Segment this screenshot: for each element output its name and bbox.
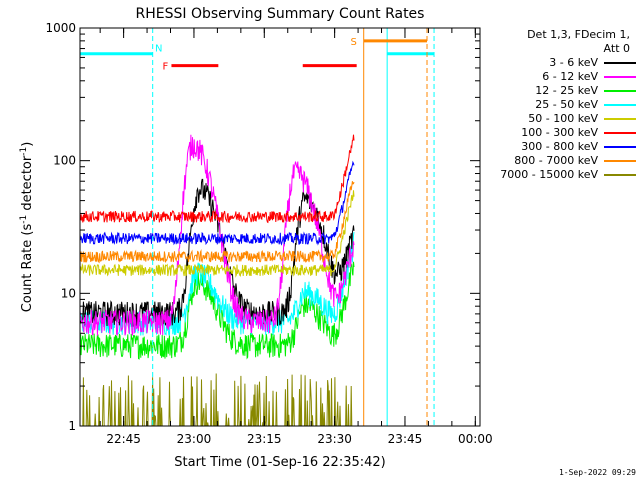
series-line-green xyxy=(79,261,355,360)
legend-item-yellow: 50 - 100 keV xyxy=(484,112,636,126)
legend-item-label: 3 - 6 keV xyxy=(549,56,598,69)
legend: Det 1,3, FDecim 1, Att 0 3 - 6 keV 6 - 12… xyxy=(484,28,636,182)
x-tick-label: 23:45 xyxy=(388,432,423,446)
x-axis-label: Start Time (01-Sep-16 22:35:42) xyxy=(174,455,385,470)
flare-label: F xyxy=(163,62,169,73)
legend-header-line1: Det 1,3, FDecim 1, xyxy=(527,28,630,41)
plot-frame xyxy=(79,27,481,427)
legend-item-label: 300 - 800 keV xyxy=(521,140,598,153)
legend-header-line2: Att 0 xyxy=(603,42,630,55)
series-line-cyan xyxy=(79,232,355,336)
legend-item-olive: 7000 - 15000 keV xyxy=(484,168,636,182)
series-layer xyxy=(79,134,355,428)
y-tick-label: 10 xyxy=(61,286,76,300)
legend-item-black: 3 - 6 keV xyxy=(484,56,636,70)
legend-item-label: 50 - 100 keV xyxy=(528,112,598,125)
x-tick-label: 22:45 xyxy=(106,432,141,446)
legend-swatch xyxy=(604,160,636,162)
x-tick-label: 23:15 xyxy=(247,432,282,446)
legend-item-green: 12 - 25 keV xyxy=(484,84,636,98)
legend-item-label: 100 - 300 keV xyxy=(521,126,598,139)
series-line-yellow xyxy=(79,190,355,278)
y-tick-label: 1000 xyxy=(45,21,76,35)
y-tick-label: 1 xyxy=(68,419,76,433)
y-axis-label: Count Rate (s-1 detector-1) xyxy=(19,142,35,313)
legend-item-label: 6 - 12 keV xyxy=(542,70,598,83)
night-label: N xyxy=(155,44,162,55)
legend-item-label: 25 - 50 keV xyxy=(535,98,598,111)
series-line-olive xyxy=(80,373,354,428)
y-tick-label: 100 xyxy=(53,154,76,168)
timestamp: 1-Sep-2022 09:29 xyxy=(558,468,636,477)
legend-item-magenta: 6 - 12 keV xyxy=(484,70,636,84)
series-line-magenta xyxy=(79,134,355,336)
annotation-layer: NF S xyxy=(79,28,435,426)
legend-swatch xyxy=(604,118,636,120)
legend-item-orange: 800 - 7000 keV xyxy=(484,154,636,168)
legend-swatch xyxy=(604,104,636,106)
series-line-blue xyxy=(79,160,355,246)
legend-item-cyan: 25 - 50 keV xyxy=(484,98,636,112)
legend-swatch xyxy=(604,132,636,134)
legend-swatch xyxy=(604,90,636,92)
legend-swatch xyxy=(604,76,636,78)
x-tick-label: 23:00 xyxy=(177,432,212,446)
legend-item-label: 12 - 25 keV xyxy=(535,84,598,97)
legend-item-label: 800 - 7000 keV xyxy=(514,154,598,167)
legend-item-blue: 300 - 800 keV xyxy=(484,140,636,154)
x-tick-label: 00:00 xyxy=(458,432,493,446)
legend-swatch xyxy=(604,174,636,176)
legend-item-label: 7000 - 15000 keV xyxy=(500,168,598,181)
series-line-red xyxy=(79,134,355,224)
legend-swatch xyxy=(604,62,636,64)
chart-title: RHESSI Observing Summary Count Rates xyxy=(136,6,425,22)
x-tick-label: 23:30 xyxy=(317,432,352,446)
legend-item-red: 100 - 300 keV xyxy=(484,126,636,140)
legend-swatch xyxy=(604,146,636,148)
series-line-orange xyxy=(79,181,355,264)
saa-label: S xyxy=(351,37,357,48)
axis-layer: 1 10 100 1000 22:45 23:00 23:15 23:30 23:45 00:00 xyxy=(45,21,492,446)
